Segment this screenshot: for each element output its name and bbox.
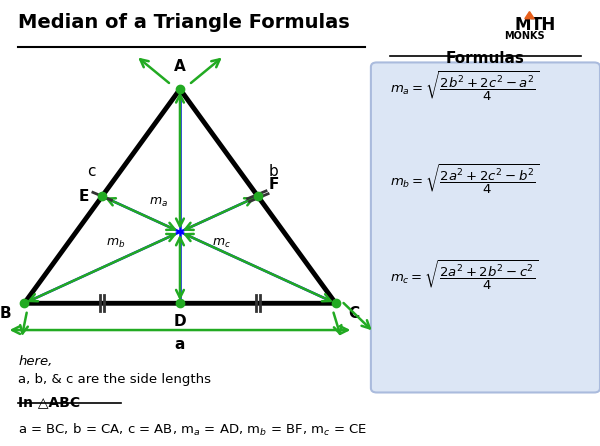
- Text: $m_a = \sqrt{\dfrac{2b^2 + 2c^2 - a^2}{4}}$: $m_a = \sqrt{\dfrac{2b^2 + 2c^2 - a^2}{4…: [390, 69, 539, 103]
- Text: TH: TH: [530, 16, 556, 33]
- Text: $m_b$: $m_b$: [106, 236, 125, 250]
- FancyBboxPatch shape: [371, 62, 600, 392]
- Text: $m_c$: $m_c$: [212, 236, 230, 250]
- Text: here,: here,: [19, 355, 53, 368]
- Text: E: E: [79, 189, 89, 204]
- Text: c: c: [88, 164, 96, 179]
- Text: a = BC, b = CA, c = AB, m$_a$ = AD, m$_b$ = BF, m$_c$ = CE: a = BC, b = CA, c = AB, m$_a$ = AD, m$_b…: [19, 421, 368, 438]
- Text: b: b: [269, 164, 279, 179]
- Text: In △ABC: In △ABC: [19, 396, 80, 409]
- Text: $m_b = \sqrt{\dfrac{2a^2 + 2c^2 - b^2}{4}}$: $m_b = \sqrt{\dfrac{2a^2 + 2c^2 - b^2}{4…: [390, 163, 539, 196]
- Text: MONKS: MONKS: [505, 31, 545, 41]
- Text: F: F: [268, 177, 279, 192]
- Text: $m_a$: $m_a$: [149, 196, 168, 210]
- Polygon shape: [525, 12, 534, 19]
- Text: B: B: [0, 306, 11, 321]
- Text: M: M: [515, 16, 532, 33]
- Text: C: C: [349, 306, 359, 321]
- Text: a, b, & c are the side lengths: a, b, & c are the side lengths: [19, 373, 211, 386]
- Text: $m_c = \sqrt{\dfrac{2a^2 + 2b^2 - c^2}{4}}$: $m_c = \sqrt{\dfrac{2a^2 + 2b^2 - c^2}{4…: [390, 259, 539, 292]
- Text: A: A: [174, 58, 186, 74]
- Text: Median of a Triangle Formulas: Median of a Triangle Formulas: [19, 13, 350, 33]
- Text: D: D: [173, 314, 186, 330]
- Text: Formulas: Formulas: [446, 51, 525, 66]
- Text: a: a: [175, 337, 185, 352]
